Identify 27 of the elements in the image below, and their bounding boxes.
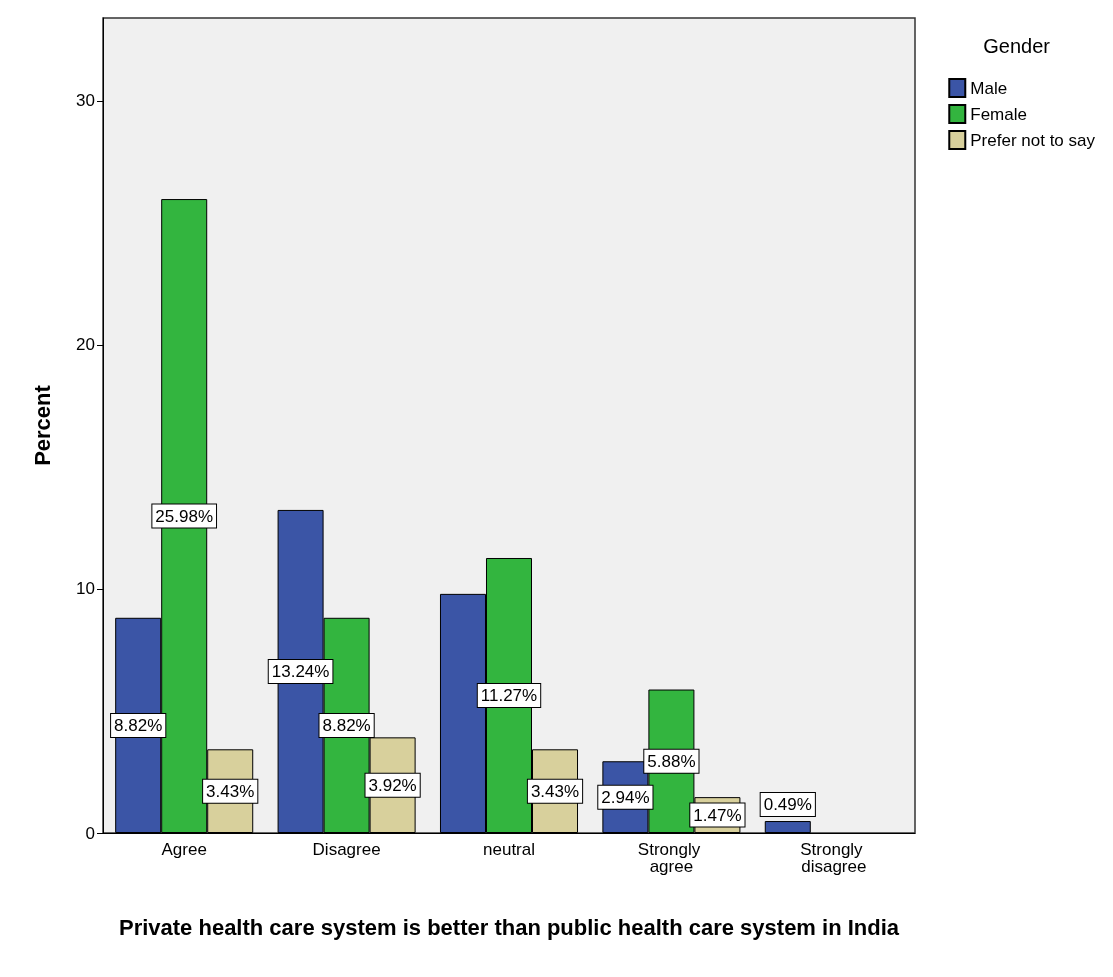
data-label: 8.82%	[114, 715, 163, 735]
legend-label: Prefer not to say	[970, 130, 1096, 150]
data-label: 0.49%	[763, 795, 812, 815]
data-label: 3.92%	[368, 775, 417, 795]
y-tick-label: 20	[76, 335, 95, 355]
data-label: 1.47%	[693, 805, 742, 825]
data-label: 5.88%	[647, 751, 696, 771]
data-label: 25.98%	[155, 506, 214, 526]
x-tick-label: Strongly disagree	[800, 840, 868, 876]
data-label: 13.24%	[271, 661, 330, 681]
x-tick-label: neutral	[483, 840, 535, 859]
data-label: 3.43%	[530, 781, 580, 801]
y-axis-title: Percent	[29, 384, 55, 466]
x-tick-label: Agree	[161, 840, 207, 859]
legend-label: Male	[970, 78, 1008, 98]
legend-label: Female	[970, 104, 1027, 124]
y-tick-label: 10	[76, 579, 95, 599]
x-tick-label: Disagree	[312, 840, 381, 859]
data-label: 2.94%	[601, 787, 650, 807]
data-label: 8.82%	[322, 715, 371, 735]
y-tick-label: 30	[76, 91, 95, 111]
x-axis-title: Private health care system is better than public health care system in India	[118, 914, 900, 940]
data-label: 11.27%	[480, 686, 538, 705]
data-label: 3.43%	[206, 781, 255, 801]
legend-title: Gender	[983, 35, 1051, 57]
x-tick-label: Strongly agree	[637, 840, 705, 876]
y-tick-label: 0	[85, 823, 95, 843]
